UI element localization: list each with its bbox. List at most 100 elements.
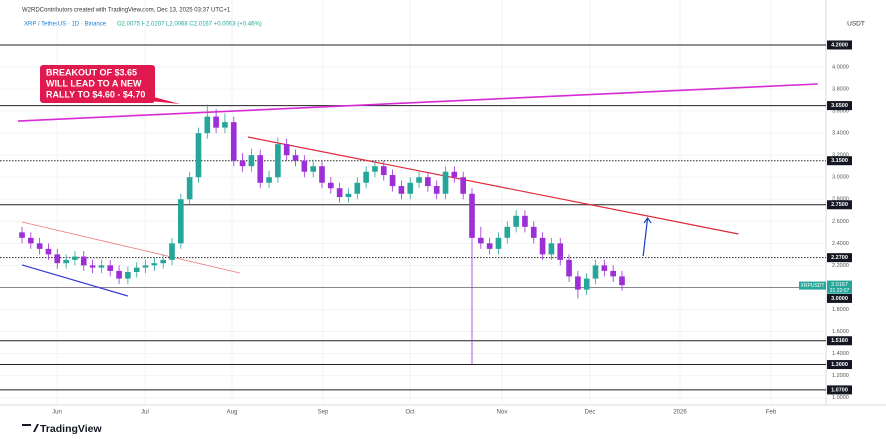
candle-body — [530, 226, 537, 238]
callout-text: BREAKOUT OF $3.65 — [46, 67, 137, 77]
candle-body — [442, 171, 449, 194]
candle-body — [125, 271, 131, 279]
y-tick-label: 2.6000 — [832, 219, 849, 225]
candle-body — [239, 160, 246, 167]
countdown: 21:22:07 — [830, 288, 850, 294]
x-tick-label: Dec — [585, 410, 596, 416]
candle-body — [230, 122, 237, 161]
candle-body — [469, 193, 475, 238]
candle-body — [98, 265, 105, 268]
level-label-box — [827, 156, 852, 166]
candle-body — [539, 237, 546, 255]
x-tick-label: Oct — [405, 410, 415, 416]
candle-body — [478, 237, 484, 244]
candle-body — [336, 188, 343, 198]
x-tick-label: Nov — [497, 410, 508, 416]
level-label: 1.3000 — [831, 362, 848, 368]
candle-body — [28, 237, 34, 244]
candle-body — [151, 263, 158, 266]
candle-body — [107, 265, 114, 271]
candle-body — [178, 199, 184, 244]
x-tick-label: Feb — [766, 410, 777, 416]
candle-body — [486, 243, 493, 249]
y-tick-label: 2.4000 — [832, 241, 849, 247]
x-tick-label: Aug — [227, 410, 238, 416]
candle-body — [407, 182, 414, 194]
arrow-head — [643, 216, 652, 224]
level-label: 1.5160 — [831, 338, 848, 344]
x-tick-label: Jul — [141, 410, 149, 416]
level-label: 3.0000 — [831, 296, 848, 302]
level-label-box — [827, 101, 852, 111]
level-label: 3.6500 — [831, 103, 848, 109]
candle-body — [363, 171, 369, 183]
candle-body — [433, 186, 440, 194]
y-tick-label: 3.8000 — [832, 87, 849, 93]
logo-mark — [22, 424, 39, 432]
candle-body — [186, 177, 193, 200]
candle-body — [460, 177, 466, 194]
candle-body — [160, 259, 166, 264]
candle-body — [63, 259, 69, 264]
candle-body — [222, 122, 228, 128]
candle-body — [275, 144, 281, 178]
last-price-symbol: XRPUSDT — [801, 283, 825, 289]
y-tick-label: 1.8000 — [832, 307, 849, 313]
candle-body — [372, 166, 378, 172]
level-label-box — [827, 385, 852, 395]
candle-body — [54, 254, 61, 264]
candle-body — [116, 270, 122, 279]
x-tick-label: Jun — [52, 410, 62, 416]
candle-body — [72, 256, 78, 260]
candle-body — [398, 186, 405, 194]
x-tick-label: 2026 — [673, 410, 687, 416]
callout-text: RALLY TO $4.60 - $4.70 — [46, 89, 145, 99]
candle-body — [204, 116, 211, 134]
currency: USDT — [847, 21, 865, 28]
candle-body — [292, 155, 299, 161]
candle-body — [380, 166, 387, 176]
y-tick-label: 3.2000 — [832, 153, 849, 159]
callout-box — [40, 65, 155, 103]
trendline — [21, 264, 129, 297]
y-tick-label: 1.0000 — [832, 395, 849, 401]
candle-body — [504, 226, 511, 238]
candle-body — [213, 116, 219, 128]
trendline — [247, 136, 739, 235]
level-label-box — [827, 293, 852, 303]
candle-body — [451, 171, 458, 178]
candle-body — [36, 243, 43, 249]
candle-body — [566, 259, 572, 277]
level-label: 4.2000 — [831, 42, 848, 48]
candle-body — [169, 243, 175, 260]
candle-body — [133, 267, 140, 272]
callout-text: WILL LEAD TO A NEW — [46, 78, 142, 88]
level-label: 3.1500 — [831, 158, 848, 164]
candle-body — [583, 278, 590, 290]
y-tick-label: 1.2000 — [832, 373, 849, 379]
logo: TradingView — [22, 423, 102, 435]
candle-body — [389, 175, 396, 187]
candle-body — [301, 160, 308, 172]
level-label-box — [827, 336, 852, 346]
y-tick-label: 4.0000 — [832, 64, 849, 70]
candle-body — [354, 182, 361, 194]
y-tick-label: 1.6000 — [832, 329, 849, 335]
candle-body — [266, 177, 272, 183]
last-price-label: 2.0167 — [831, 282, 848, 288]
candle-body — [89, 265, 96, 268]
candle-body — [345, 193, 352, 198]
level-label: 1.0700 — [831, 387, 848, 393]
candle-body — [80, 256, 87, 266]
brand: TradingView — [40, 423, 102, 435]
candle-body — [257, 155, 264, 183]
arrow — [642, 217, 649, 257]
header: W2RDContributors created with TradingVie… — [22, 8, 231, 14]
level-label: 2.2700 — [831, 255, 848, 261]
level-label-box — [827, 253, 852, 263]
level-label-box — [827, 200, 852, 210]
candle-body — [522, 215, 528, 227]
candle-body — [513, 215, 519, 227]
